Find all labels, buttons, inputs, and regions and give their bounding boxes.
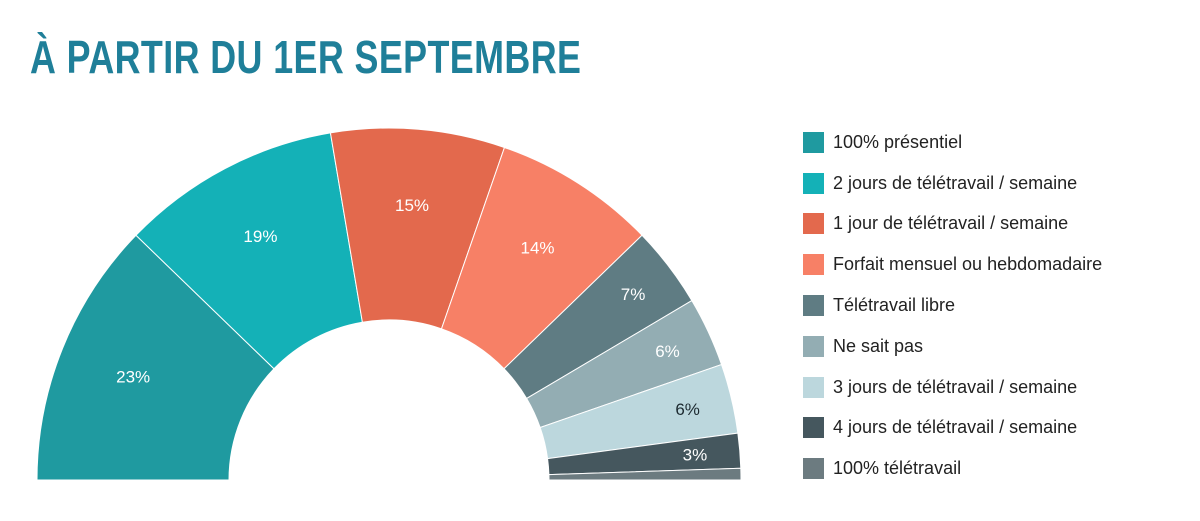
data-label-1: 19% — [243, 227, 277, 246]
legend-item: 3 jours de télétravail / semaine — [803, 367, 1102, 408]
legend-swatch — [803, 131, 824, 153]
legend-label: 2 jours de télétravail / semaine — [833, 172, 1078, 193]
legend-label: 100% présentiel — [833, 131, 963, 152]
data-label-7: 3% — [683, 445, 708, 464]
legend-swatch — [803, 295, 824, 317]
legend-swatch — [803, 458, 824, 480]
legend-item: 4 jours de télétravail / semaine — [803, 408, 1102, 449]
legend-swatch — [803, 213, 824, 235]
data-label-6: 6% — [675, 400, 700, 419]
slice-0 — [36, 234, 275, 481]
legend: 100% présentiel 2 jours de télétravail / … — [803, 122, 1102, 489]
legend-label: 3 jours de télétravail / semaine — [833, 376, 1078, 397]
data-label-4: 7% — [621, 285, 646, 304]
legend-item: Forfait mensuel ou hebdomadaire — [803, 244, 1102, 285]
legend-swatch — [803, 417, 824, 439]
data-label-3: 14% — [520, 238, 554, 257]
legend-label: 4 jours de télétravail / semaine — [833, 417, 1078, 438]
legend-label: Ne sait pas — [833, 335, 924, 356]
legend-label: Télétravail libre — [833, 295, 956, 316]
legend-item: 2 jours de télétravail / semaine — [803, 163, 1102, 204]
legend-swatch — [803, 172, 824, 194]
chart-title: À PARTIR DU 1ER SEPTEMBRE — [30, 31, 582, 83]
legend-swatch — [803, 254, 824, 276]
semi-donut-chart: 23% 19% 15% 14% 7% 6% 6% 3% — [36, 127, 742, 481]
legend-swatch — [803, 376, 824, 398]
legend-label: 1 jour de télétravail / semaine — [833, 213, 1069, 234]
data-label-0: 23% — [116, 368, 150, 387]
data-label-2: 15% — [395, 196, 429, 215]
legend-item: 100% présentiel — [803, 122, 1102, 163]
legend-item: Ne sait pas — [803, 326, 1102, 367]
legend-item: Télétravail libre — [803, 285, 1102, 326]
legend-item: 100% télétravail — [803, 448, 1102, 489]
legend-item: 1 jour de télétravail / semaine — [803, 204, 1102, 245]
legend-swatch — [803, 335, 824, 357]
slice-1 — [135, 132, 363, 370]
slice-8 — [548, 467, 742, 481]
legend-label: 100% télétravail — [833, 458, 962, 479]
legend-label: Forfait mensuel ou hebdomadaire — [833, 254, 1103, 275]
data-label-5: 6% — [655, 342, 680, 361]
